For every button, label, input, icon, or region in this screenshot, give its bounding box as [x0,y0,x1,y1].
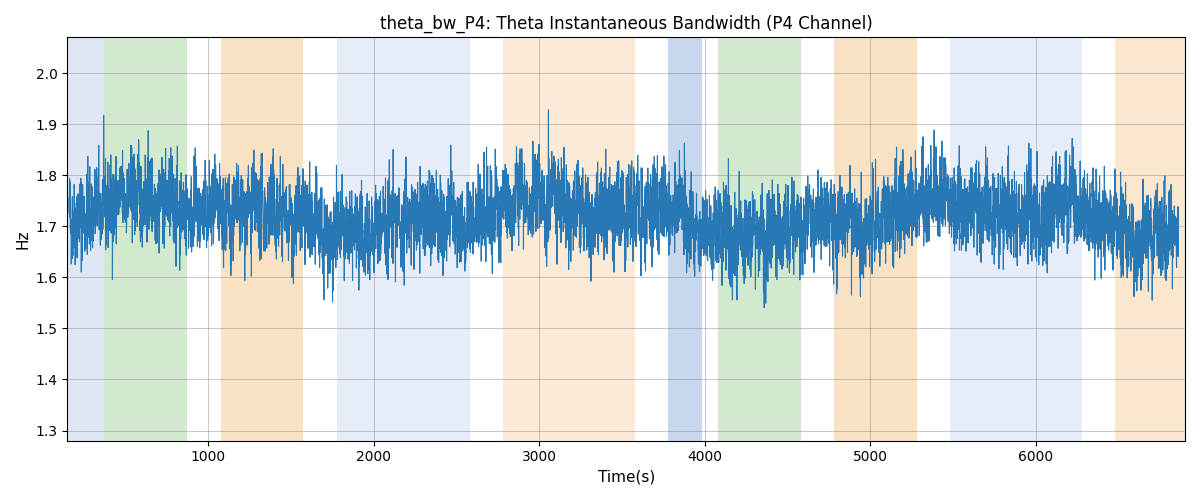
Bar [834,38,917,440]
Bar [221,38,302,440]
Bar [503,38,635,440]
Bar [104,38,187,440]
Bar [718,38,800,440]
Y-axis label: Hz: Hz [16,230,30,249]
Bar [337,38,469,440]
Bar [950,38,1082,440]
Bar [668,38,702,440]
Bar [67,38,104,440]
Title: theta_bw_P4: Theta Instantaneous Bandwidth (P4 Channel): theta_bw_P4: Theta Instantaneous Bandwid… [380,15,872,34]
X-axis label: Time(s): Time(s) [598,470,655,485]
Bar [1116,38,1186,440]
